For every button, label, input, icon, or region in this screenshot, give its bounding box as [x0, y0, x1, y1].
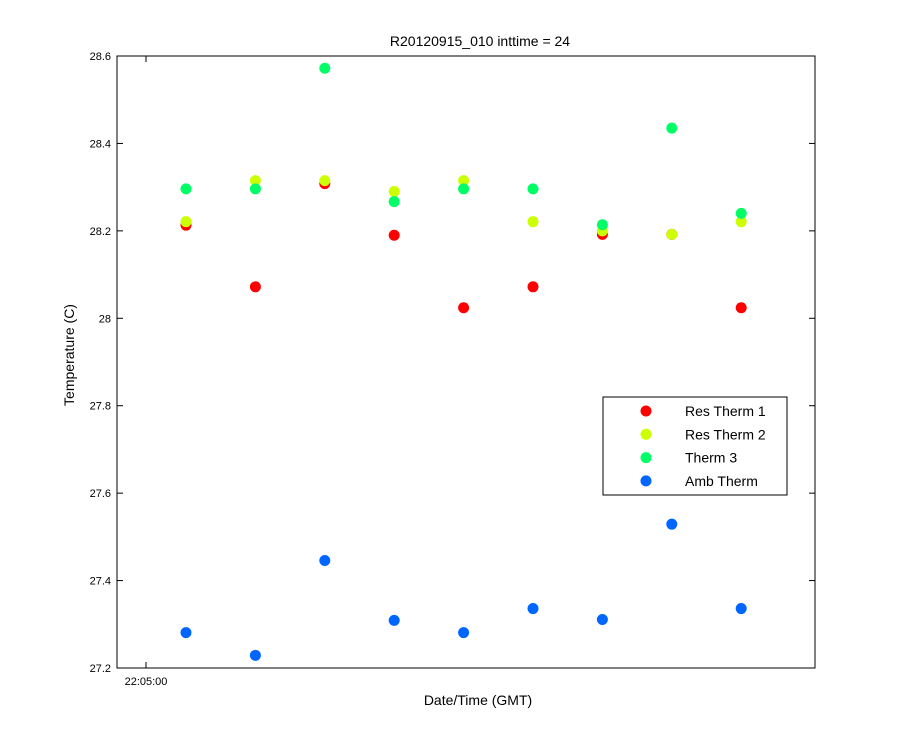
data-point [388, 186, 400, 198]
data-point [458, 183, 470, 195]
legend-marker [640, 452, 652, 464]
data-point [180, 216, 192, 228]
data-point [735, 302, 747, 314]
data-point [249, 183, 261, 195]
data-point [527, 183, 539, 195]
data-point [735, 216, 747, 228]
plot-area: 27.2 27.4 27.6 27.8 28 28.2 28.4 28.6 22:05:00 [90, 51, 816, 688]
data-point [735, 603, 747, 615]
legend-marker [640, 405, 652, 417]
legend: Res Therm 1 Res Therm 2 Therm 3 Amb Therm [602, 396, 788, 496]
y-tick-label: 28.6 [90, 51, 111, 63]
legend-entry-label: Therm 3 [685, 450, 737, 466]
data-point [527, 216, 539, 228]
y-axis-label: Temperature (C) [61, 304, 77, 406]
data-point [527, 281, 539, 293]
y-tick-label: 27.6 [90, 488, 111, 500]
legend-entry-label: Res Therm 1 [685, 403, 766, 419]
data-point [666, 122, 678, 134]
y-tick-label: 27.8 [90, 401, 111, 413]
legend-marker [640, 475, 652, 487]
plot-frame [116, 55, 816, 669]
y-tick-label: 28 [99, 313, 111, 325]
data-point [319, 62, 331, 74]
legend-marker [640, 428, 652, 440]
data-point [596, 219, 608, 231]
data-point [249, 281, 261, 293]
data-point [666, 518, 678, 530]
data-point [319, 554, 331, 566]
data-point [180, 183, 192, 195]
y-tick-label: 27.4 [90, 576, 111, 588]
data-point [319, 175, 331, 187]
data-point [527, 603, 539, 615]
legend-entry-label: Amb Therm [685, 473, 758, 489]
y-tick-label: 28.2 [90, 226, 111, 238]
legend-box [602, 396, 788, 496]
data-point [249, 175, 261, 187]
y-tick-label: 28.4 [90, 138, 111, 150]
chart-title: R20120915_010 inttime = 24 [390, 33, 570, 49]
data-point [249, 649, 261, 661]
data-point [180, 627, 192, 639]
data-point [458, 627, 470, 639]
data-point [388, 614, 400, 626]
data-point [458, 302, 470, 314]
y-tick-label: 27.2 [90, 663, 111, 675]
data-point [735, 207, 747, 219]
data-point [388, 196, 400, 208]
data-point [596, 613, 608, 625]
data-point [666, 228, 678, 240]
data-point [388, 229, 400, 241]
legend-entry-label: Res Therm 2 [685, 426, 766, 442]
x-axis-label: Date/Time (GMT) [424, 692, 532, 708]
x-tick-label: 22:05:00 [125, 676, 168, 688]
data-point [458, 175, 470, 187]
